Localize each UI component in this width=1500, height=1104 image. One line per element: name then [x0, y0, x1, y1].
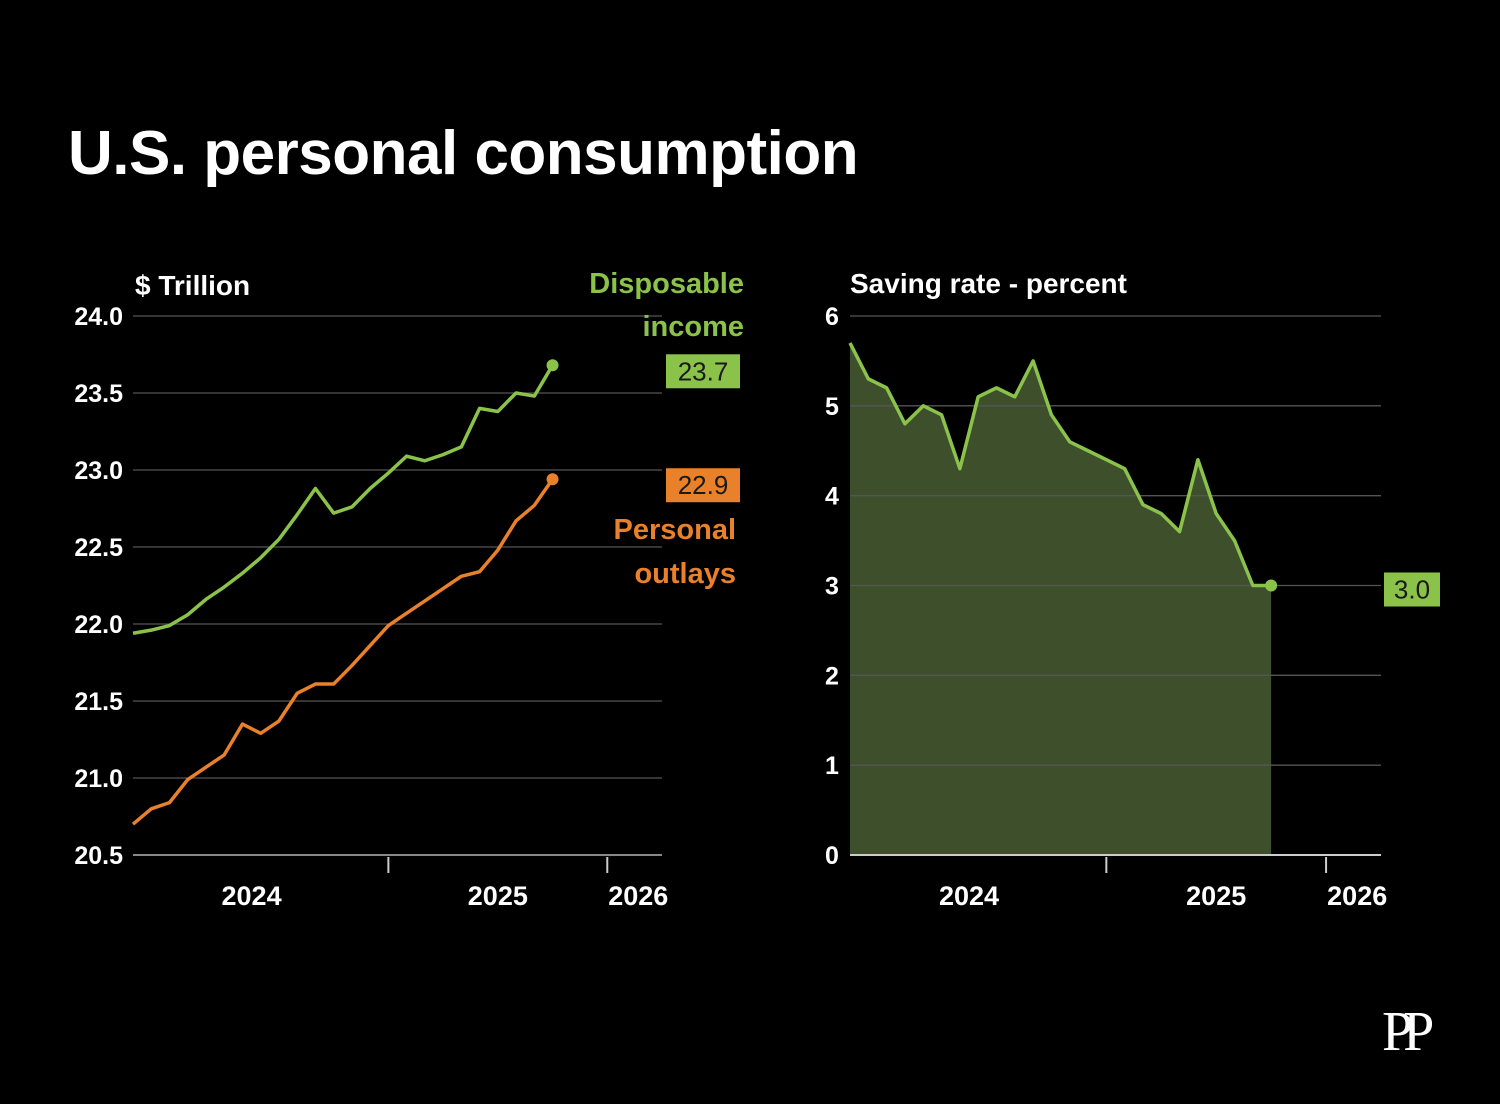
y-tick-label: 1 — [825, 752, 839, 780]
outlays-value-box — [666, 468, 740, 503]
x-tick-label: 2026 — [608, 881, 668, 911]
x-tick-label: 2025 — [1186, 881, 1246, 911]
outlays-series-line — [131, 478, 554, 826]
income-value-box — [666, 354, 740, 389]
saving-rate-chart: Saving rate - percent 6 5 4 3 2 1 0 2024 2025 2026… — [825, 268, 1440, 911]
y-tick-label: 3 — [825, 573, 839, 601]
y-tick-label: 5 — [825, 393, 839, 421]
y-tick-label: 22.0 — [74, 611, 123, 639]
chart-title: Saving rate - percent — [850, 268, 1127, 299]
y-tick-label: 23.5 — [74, 380, 123, 408]
saving-rate-line — [848, 342, 1272, 588]
x-tick-label: 2025 — [468, 881, 528, 911]
y-tick-label: 21.5 — [74, 688, 123, 716]
income-series-line — [132, 364, 555, 635]
x-tick-label: 2026 — [1327, 881, 1387, 911]
y-tick-label: 23.0 — [74, 457, 123, 485]
x-tick-label: 2024 — [939, 881, 999, 911]
outlays-series-label: Personal — [614, 514, 737, 546]
brand-logo: PP — [1382, 1001, 1434, 1063]
y-tick-label: 6 — [825, 303, 839, 331]
income-series-label: income — [642, 311, 744, 343]
income-outlays-chart: $ Trillion 24.0 23.5 23.0 22.5 22.0 21.5 21.0 20… — [74, 268, 744, 911]
income-series-label: Disposable — [589, 268, 744, 300]
saving-rate-end-dot — [1265, 579, 1278, 592]
y-tick-label: 20.5 — [74, 842, 123, 870]
y-tick-label: 2 — [825, 662, 839, 690]
outlays-value-label: 22.9 — [678, 470, 729, 500]
y-tick-label: 21.0 — [74, 765, 123, 793]
y-tick-label: 0 — [825, 842, 839, 870]
y-tick-label: 24.0 — [74, 303, 123, 331]
y-axis-label: $ Trillion — [135, 270, 250, 301]
page-title: U.S. personal consumption — [68, 119, 859, 188]
y-tick-label: 22.5 — [74, 534, 123, 562]
income-value-label: 23.7 — [678, 356, 729, 386]
saving-rate-value-box — [1384, 572, 1440, 607]
x-tick-label: 2024 — [222, 881, 282, 911]
income-end-dot — [546, 359, 559, 372]
saving-rate-value-label: 3.0 — [1394, 575, 1430, 605]
outlays-end-dot — [546, 473, 559, 486]
outlays-series-label: outlays — [634, 558, 736, 590]
saving-rate-area — [850, 342, 1272, 855]
y-tick-label: 4 — [825, 483, 839, 511]
